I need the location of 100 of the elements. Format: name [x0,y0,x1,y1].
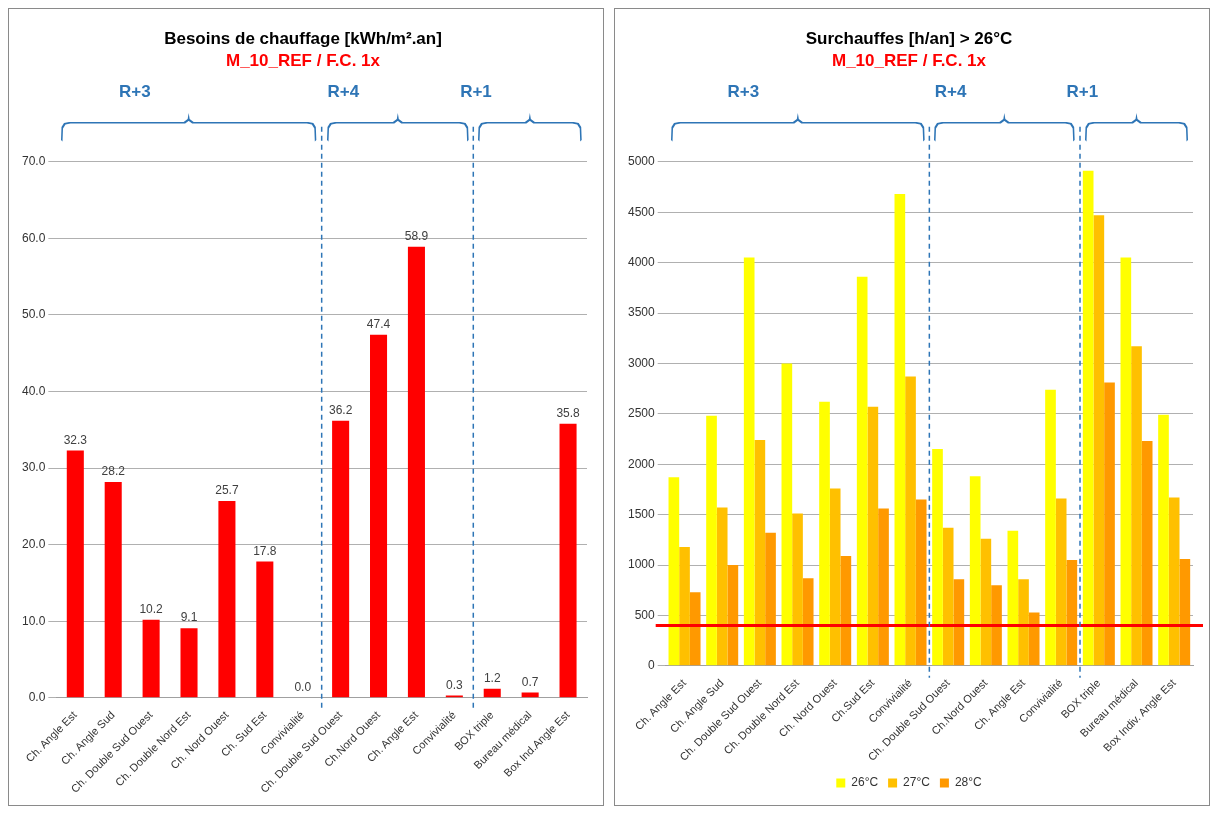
bar [1104,382,1115,666]
y-tick-label: 40.0 [22,383,46,398]
data-label: 32.3 [63,432,88,447]
bar [1120,257,1132,666]
text: R+4 [934,81,967,102]
bar [689,592,701,666]
data-label: 0.3 [446,677,463,692]
data-label: 36.2 [328,402,353,417]
bar [743,257,755,666]
data-label: 0.0 [294,680,312,695]
chart-title: Surchauffes [h/an] > 26°C [805,28,1013,48]
data-label: 1.2 [483,670,501,685]
data-label: 10.2 [139,602,164,617]
chart-title: Besoins de chauffage [kWh/m².an] [164,28,442,48]
bar [1018,579,1029,666]
bar [218,501,236,698]
data-label: 0.7 [521,674,539,689]
bar [332,420,350,698]
bar [104,481,122,698]
bar [1066,559,1078,666]
data-label: 58.9 [404,229,429,244]
bar [819,401,830,666]
chart-subtitle: M_10_REF / F.C. 1x [225,51,381,71]
bar [980,538,992,666]
y-tick-label: 4500 [627,204,656,219]
text: R+1 [460,81,492,102]
legend-label: 28°C [954,775,983,790]
bar [66,450,84,698]
bar [1028,612,1040,666]
bar [1141,441,1153,666]
bar [1007,530,1019,666]
y-tick-label: 50.0 [22,307,46,322]
y-tick-label: 2000 [627,456,656,471]
bar [1158,414,1169,666]
data-label: 17.8 [253,543,277,558]
y-tick-label: 30.0 [22,460,46,475]
bar [559,423,577,698]
bar [1082,170,1094,666]
data-label: 25.7 [215,483,239,498]
y-tick-label: 2500 [627,406,656,421]
bar [679,546,690,666]
y-tick-label: 3000 [627,355,656,370]
bar [521,692,539,698]
bar [894,194,906,666]
y-tick-label: 0.0 [28,690,46,705]
data-label: 9.1 [180,610,198,625]
bar [1179,558,1191,666]
bar [142,619,160,698]
text: R+4 [327,81,360,102]
bar [727,565,739,666]
y-tick-label: 500 [634,607,656,622]
bar [668,477,680,666]
y-tick-label: 5000 [627,154,656,169]
bar [781,363,793,666]
y-tick-label: 1000 [627,557,656,572]
y-tick-label: 60.0 [22,230,46,245]
bar [256,561,274,698]
bar [932,449,943,666]
bar [370,334,388,698]
bar [792,513,803,666]
text: R+1 [1066,81,1099,102]
bar [942,527,954,666]
bar [1131,346,1142,666]
data-label: 28.2 [101,464,126,479]
bar [483,688,501,698]
chart-subtitle: M_10_REF / F.C. 1x [831,51,987,71]
y-tick-label: 70.0 [22,154,46,169]
bar [856,276,868,666]
data-label: 47.4 [366,317,391,332]
y-tick-label: 0 [648,658,656,673]
bar [754,440,766,666]
bar [991,585,1002,666]
bar [878,508,889,666]
bar [1093,215,1105,666]
bar [765,532,776,666]
y-tick-label: 20.0 [22,537,46,551]
y-tick-label: 1500 [627,506,656,521]
legend-label: 27°C [903,775,931,790]
text: R+3 [119,81,151,102]
y-tick-label: 3500 [627,305,656,320]
bar [829,488,841,666]
legend-label: 26°C [851,775,879,790]
bar [867,406,879,666]
bar [969,476,981,666]
bar [407,246,425,698]
bar [915,499,927,666]
bar [1055,498,1067,666]
bar [706,415,717,666]
bar [905,376,916,666]
text: R+3 [727,81,760,102]
y-tick-label: 10.0 [22,613,46,628]
y-tick-label: 4000 [627,254,656,269]
bar [1045,389,1056,666]
bar [716,507,728,666]
bar [180,628,198,698]
bar [953,579,965,666]
bar [1168,497,1180,666]
bar [840,555,852,666]
data-label: 35.8 [556,406,581,421]
bar [802,578,814,666]
